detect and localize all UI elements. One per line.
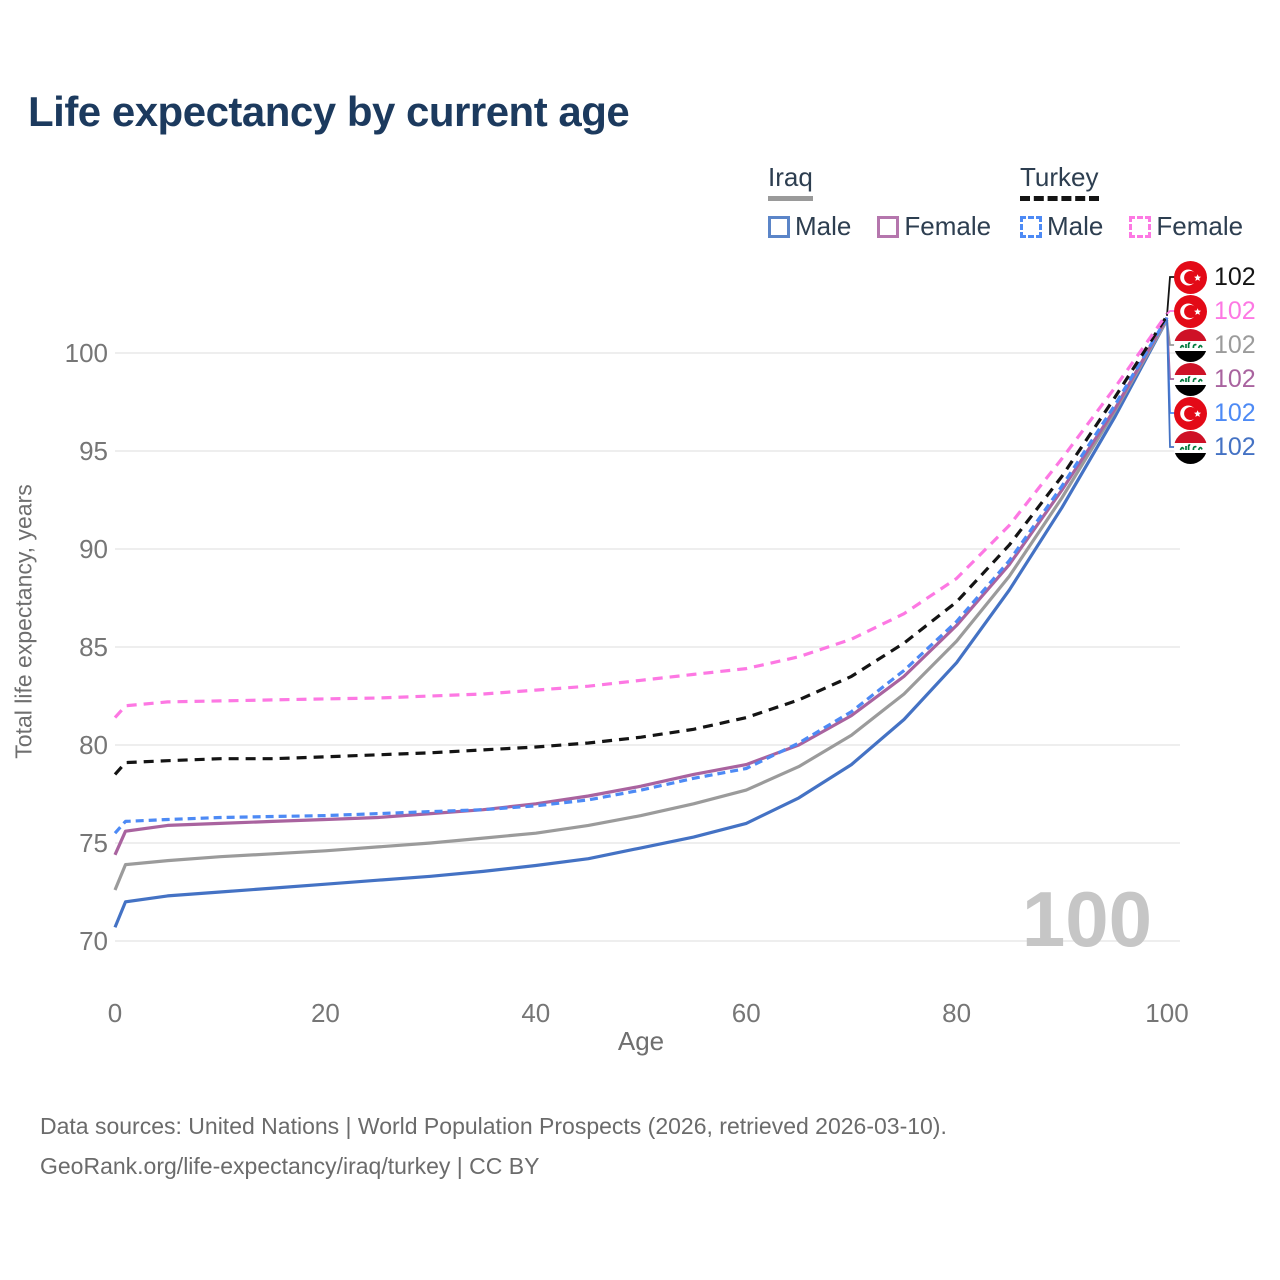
turkey-flag-icon [1174, 260, 1207, 294]
y-axis-title: Total life expectancy, years [10, 484, 37, 759]
plot-area: 70 75 80 85 90 95 100 0 20 40 60 80 100 Total life e… [0, 250, 1280, 1065]
end-label-value-iraq: 102 [1214, 330, 1256, 359]
series-line-iraq-male [113, 318, 1169, 928]
end-label-value-turkey-female: 102 [1214, 296, 1256, 325]
leader-line-iraq-male [1166, 319, 1175, 448]
legend-item-turkey-male[interactable]: Male [1020, 211, 1103, 242]
end-label-iraq-male: 102 [1174, 430, 1256, 464]
end-label-value-turkey-male: 102 [1214, 398, 1256, 427]
x-tick-0: 0 [108, 998, 122, 1028]
x-tick-100: 100 [1145, 998, 1188, 1028]
end-label-iraq-female: 102 [1174, 362, 1256, 396]
end-label-value-iraq-female: 102 [1214, 364, 1256, 393]
turkey-flag-icon [1174, 396, 1207, 430]
turkey-flag-icon [1174, 294, 1207, 328]
legend-turkey-male-label: Male [1047, 211, 1104, 241]
y-tick-90: 90 [79, 534, 108, 564]
y-tick-70: 70 [79, 926, 108, 956]
iraq-female-swatch-icon [877, 215, 900, 238]
legend-item-iraq-female[interactable]: Female [877, 211, 991, 242]
series-line-turkey-total [113, 314, 1169, 776]
legend-item-iraq-male[interactable]: Male [768, 211, 851, 242]
page-title: Life expectancy by current age [28, 88, 630, 135]
legend-turkey-female-label: Female [1156, 211, 1244, 241]
x-tick-20: 20 [311, 998, 340, 1028]
y-tick-75: 75 [79, 828, 108, 858]
series-line-turkey-female [113, 312, 1169, 719]
turkey-female-swatch-icon [1129, 215, 1152, 238]
age-counter-watermark: 100 [1021, 875, 1152, 963]
footer-link-line: GeoRank.org/life-expectancy/iraq/turkey … [40, 1153, 540, 1179]
legend-iraq-female-label: Female [904, 211, 992, 241]
y-tick-95: 95 [79, 436, 108, 466]
iraq-male-swatch-icon [768, 215, 790, 238]
legend-iraq-male-label: Male [795, 211, 852, 241]
iraq-flag-icon [1174, 430, 1207, 464]
legend-item-turkey-female[interactable]: Female [1129, 211, 1243, 242]
legend-group-iraq: Iraq Male Female [768, 162, 991, 242]
x-tick-60: 60 [732, 998, 761, 1028]
x-tick-80: 80 [942, 998, 971, 1028]
end-label-turkey-female: 102 [1174, 294, 1256, 328]
y-tick-100: 100 [65, 338, 108, 368]
x-tick-40: 40 [521, 998, 550, 1028]
y-tick-80: 80 [79, 730, 108, 760]
legend-group-turkey: Turkey Male Female [1020, 162, 1243, 242]
line-chart: 70 75 80 85 90 95 100 0 20 40 60 80 100 [65, 276, 1189, 1028]
end-label-iraq: 102 [1174, 328, 1256, 362]
leader-line-turkey-total [1166, 276, 1175, 316]
legend-turkey-title: Turkey [1020, 162, 1099, 201]
end-label-value-iraq-male: 102 [1214, 432, 1256, 461]
turkey-male-swatch-icon [1020, 215, 1042, 238]
footer: Data sources: United Nations | World Pop… [40, 1106, 947, 1186]
end-label-turkey: 102 [1174, 260, 1256, 294]
y-tick-85: 85 [79, 632, 108, 662]
iraq-flag-icon [1174, 328, 1207, 362]
footer-source-line: Data sources: United Nations | World Pop… [40, 1113, 947, 1139]
series-line-turkey-male [113, 316, 1169, 835]
end-label-value-turkey: 102 [1214, 262, 1256, 291]
legend-iraq-title: Iraq [768, 162, 813, 201]
iraq-flag-icon [1174, 362, 1207, 396]
series-line-iraq-total [113, 318, 1169, 891]
series-line-iraq-female [113, 316, 1169, 856]
end-label-turkey-male: 102 [1174, 396, 1256, 430]
leader-line-turkey-female [1166, 310, 1175, 315]
x-axis-title: Age [617, 1026, 665, 1056]
